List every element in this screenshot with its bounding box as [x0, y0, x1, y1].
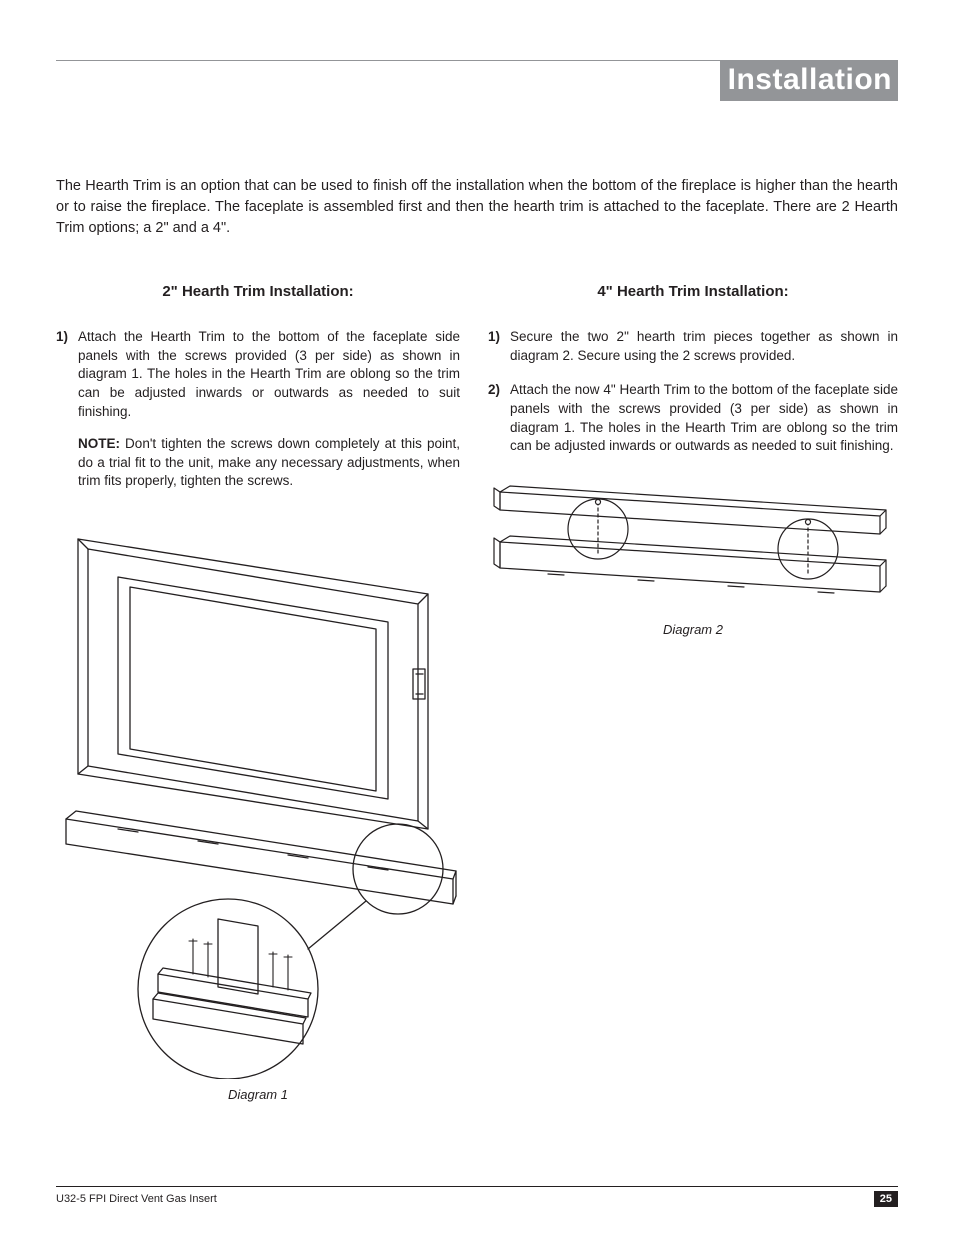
step-number: 1)	[56, 328, 78, 491]
right-step-2: 2) Attach the now 4" Hearth Trim to the …	[488, 381, 898, 456]
step-text: Attach the now 4" Hearth Trim to the bot…	[510, 381, 898, 456]
left-column: 2" Hearth Trim Installation: 1) Attach t…	[56, 283, 460, 1102]
right-column: 4" Hearth Trim Installation: 1) Secure t…	[488, 283, 898, 1102]
step-text: Secure the two 2" hearth trim pieces tog…	[510, 328, 898, 365]
diagram-1-caption: Diagram 1	[56, 1087, 460, 1102]
diagram-2-container: Diagram 2	[488, 474, 898, 637]
step-text: Attach the Hearth Trim to the bottom of …	[78, 329, 460, 419]
right-step-1: 1) Secure the two 2" hearth trim pieces …	[488, 328, 898, 365]
left-step-1: 1) Attach the Hearth Trim to the bottom …	[56, 328, 460, 491]
diagram-1-container: Diagram 1	[56, 519, 460, 1102]
intro-paragraph: The Hearth Trim is an option that can be…	[56, 176, 898, 239]
diagram-2-svg	[488, 474, 898, 614]
section-title: Installation	[720, 61, 898, 101]
step-body: Attach the Hearth Trim to the bottom of …	[78, 328, 460, 491]
note-lead: NOTE:	[78, 436, 120, 451]
note-body: Don't tighten the screws down completely…	[78, 436, 460, 488]
right-col-heading: 4" Hearth Trim Installation:	[488, 283, 898, 300]
left-col-heading: 2" Hearth Trim Installation:	[56, 283, 460, 300]
note-block: NOTE: Don't tighten the screws down comp…	[78, 435, 460, 491]
step-number: 2)	[488, 381, 510, 456]
page-number: 25	[874, 1191, 898, 1207]
page-footer: U32-5 FPI Direct Vent Gas Insert 25	[56, 1186, 898, 1207]
footer-left-text: U32-5 FPI Direct Vent Gas Insert	[56, 1193, 217, 1205]
step-number: 1)	[488, 328, 510, 365]
two-column-layout: 2" Hearth Trim Installation: 1) Attach t…	[56, 283, 898, 1102]
diagram-2-caption: Diagram 2	[488, 622, 898, 637]
diagram-1-svg	[58, 519, 458, 1079]
header-rule: Installation	[56, 60, 898, 61]
